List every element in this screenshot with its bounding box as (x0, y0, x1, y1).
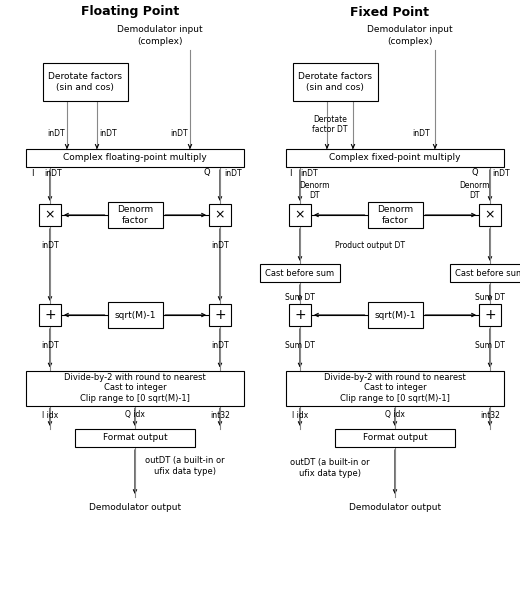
Text: Derotate: Derotate (313, 116, 347, 125)
Text: Sum DT: Sum DT (475, 341, 505, 350)
Text: +: + (214, 308, 226, 322)
Bar (286, 370, 504, 405)
Text: Q: Q (471, 169, 478, 177)
Bar (39, 304, 61, 326)
Bar (75, 429, 195, 447)
Text: sqrt(M)-1: sqrt(M)-1 (114, 310, 156, 319)
Text: ×: × (215, 209, 225, 221)
Text: Cast before sum: Cast before sum (456, 269, 520, 278)
Text: Demodulator input: Demodulator input (117, 25, 203, 34)
Text: Demodulator output: Demodulator output (349, 503, 441, 511)
Text: ×: × (485, 209, 495, 221)
Text: I idx: I idx (42, 411, 58, 419)
Text: (complex): (complex) (137, 38, 183, 47)
Text: Denorm
factor: Denorm factor (117, 205, 153, 224)
Text: +: + (294, 308, 306, 322)
Text: I: I (289, 169, 292, 177)
Bar (26, 370, 244, 405)
Text: Q: Q (203, 169, 210, 177)
Text: inDT: inDT (41, 341, 59, 350)
Bar (335, 429, 455, 447)
Text: Derotate factors
(sin and cos): Derotate factors (sin and cos) (298, 73, 372, 92)
Text: inDT: inDT (44, 169, 62, 177)
Text: inDT: inDT (224, 169, 242, 177)
Bar (450, 264, 520, 282)
Text: Sum DT: Sum DT (475, 293, 505, 302)
Text: ×: × (45, 209, 55, 221)
Bar (260, 264, 340, 282)
Bar (289, 204, 311, 226)
Text: inDT: inDT (300, 169, 318, 177)
Text: DT: DT (310, 191, 320, 200)
Text: Demodulator input: Demodulator input (367, 25, 453, 34)
Bar (108, 202, 162, 228)
Bar (368, 302, 422, 328)
Text: Divide-by-2 with round to nearest
Cast to integer
Clip range to [0 sqrt(M)-1]: Divide-by-2 with round to nearest Cast t… (64, 373, 206, 403)
Text: Denorm
factor: Denorm factor (377, 205, 413, 224)
Text: factor DT: factor DT (312, 125, 348, 134)
Text: inDT: inDT (211, 241, 229, 249)
Bar (289, 304, 311, 326)
Text: Demodulator output: Demodulator output (89, 503, 181, 511)
Text: Q idx: Q idx (125, 411, 145, 419)
Text: ufix data type): ufix data type) (154, 468, 216, 477)
Text: I idx: I idx (292, 411, 308, 419)
Text: Product output DT: Product output DT (335, 241, 405, 249)
Text: inDT: inDT (211, 341, 229, 350)
Text: inDT: inDT (171, 128, 188, 137)
Bar (286, 149, 504, 167)
Text: (complex): (complex) (387, 38, 433, 47)
Text: Sum DT: Sum DT (285, 341, 315, 350)
Text: inDT: inDT (41, 241, 59, 249)
Bar (39, 204, 61, 226)
Text: Derotate factors
(sin and cos): Derotate factors (sin and cos) (48, 73, 122, 92)
Bar (368, 202, 422, 228)
Text: Fixed Point: Fixed Point (350, 5, 430, 19)
Bar (26, 149, 244, 167)
Text: Floating Point: Floating Point (81, 5, 179, 19)
Bar (479, 204, 501, 226)
Text: Complex fixed-point multiply: Complex fixed-point multiply (329, 154, 461, 163)
Text: outDT (a built-in or: outDT (a built-in or (145, 456, 225, 465)
Text: Format output: Format output (102, 434, 167, 442)
Text: Denorm: Denorm (300, 180, 330, 189)
Text: sqrt(M)-1: sqrt(M)-1 (374, 310, 416, 319)
Text: outDT (a built-in or: outDT (a built-in or (290, 457, 370, 466)
Text: Divide-by-2 with round to nearest
Cast to integer
Clip range to [0 sqrt(M)-1]: Divide-by-2 with round to nearest Cast t… (324, 373, 466, 403)
Text: DT: DT (470, 191, 480, 200)
Text: I: I (31, 169, 33, 177)
Text: inDT: inDT (99, 128, 116, 137)
Text: int32: int32 (480, 411, 500, 419)
Bar (43, 63, 127, 101)
Text: int32: int32 (210, 411, 230, 419)
Text: ufix data type): ufix data type) (299, 469, 361, 479)
Bar (108, 302, 162, 328)
Text: Q idx: Q idx (385, 411, 405, 419)
Text: inDT: inDT (492, 169, 510, 177)
Text: ×: × (295, 209, 305, 221)
Text: Sum DT: Sum DT (285, 293, 315, 302)
Text: inDT: inDT (47, 128, 65, 137)
Text: Denorm: Denorm (460, 180, 490, 189)
Bar (209, 204, 231, 226)
Text: inDT: inDT (412, 128, 430, 137)
Bar (209, 304, 231, 326)
Text: +: + (44, 308, 56, 322)
Bar (292, 63, 378, 101)
Text: Complex floating-point multiply: Complex floating-point multiply (63, 154, 207, 163)
Text: +: + (484, 308, 496, 322)
Text: Cast before sum: Cast before sum (265, 269, 334, 278)
Bar (479, 304, 501, 326)
Text: Format output: Format output (362, 434, 427, 442)
